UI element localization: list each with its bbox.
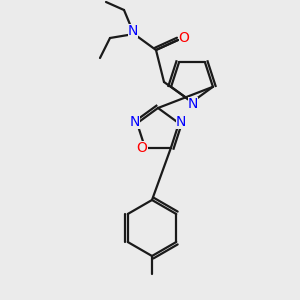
Text: N: N (188, 97, 198, 111)
Text: O: O (178, 31, 189, 45)
Text: N: N (130, 115, 140, 129)
Text: N: N (176, 115, 186, 129)
Text: N: N (128, 24, 138, 38)
Text: O: O (136, 141, 148, 155)
